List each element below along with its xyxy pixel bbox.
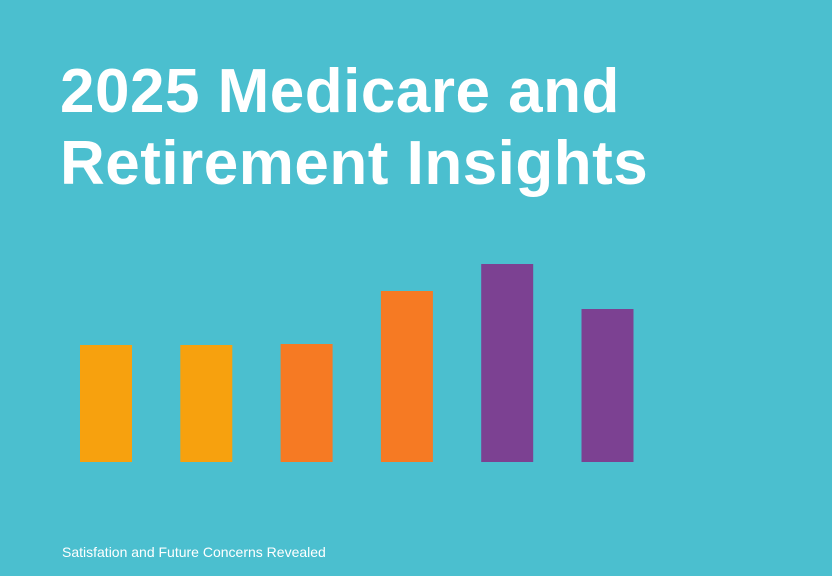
bar [581, 309, 634, 462]
bar [280, 344, 333, 462]
chart-title: 2025 Medicare and Retirement Insights [60, 57, 649, 198]
chart-subtitle: Satisfation and Future Concerns Revealed [62, 544, 326, 560]
bar [481, 264, 534, 462]
bar [380, 291, 433, 462]
bar [180, 345, 233, 462]
chart [80, 264, 634, 462]
bar [80, 345, 132, 462]
